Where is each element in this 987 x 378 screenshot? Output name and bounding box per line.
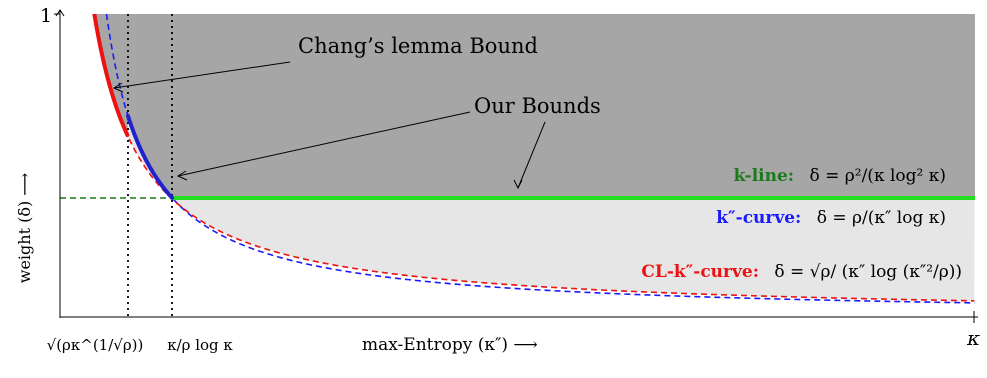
cl-k2-curve-label: CL-k″-curve: δ = √ρ/ (κ″ log (κ″²/ρ))	[641, 262, 962, 282]
k-line-name: k-line:	[734, 166, 795, 186]
k2-curve-name: k″-curve:	[716, 208, 801, 228]
x-tick-1-label: √(ρκ^(1/√ρ))	[47, 336, 144, 354]
chang-lemma-bound-label: Chang’s lemma Bound	[298, 34, 538, 58]
k-line-formula: δ = ρ²/(κ log² κ)	[809, 166, 946, 186]
our-bounds-curve	[126, 113, 174, 200]
k2-curve	[105, 14, 975, 304]
cl-k2-curve-formula: δ = √ρ/ (κ″ log (κ″²/ρ))	[774, 262, 962, 282]
cl-k2-curve	[93, 14, 975, 302]
y-top-label: 1	[40, 5, 52, 27]
k2-curve-formula: δ = ρ/(κ″ log κ)	[817, 208, 946, 228]
k2-curve-label: k″-curve: δ = ρ/(κ″ log κ)	[716, 208, 946, 228]
x-tick-2-label: κ/ρ log κ	[167, 336, 233, 354]
y-axis-label: weight (δ) ⟶	[15, 173, 34, 284]
our-bounds-label: Our Bounds	[474, 94, 601, 118]
x-axis-label: max-Entropy (κ″) ⟶	[362, 335, 538, 355]
k-line-label: k-line: δ = ρ²/(κ log² κ)	[734, 166, 946, 186]
x-right-label: κ	[966, 326, 980, 350]
cl-k2-curve-name: CL-k″-curve:	[641, 262, 759, 282]
ours-arrow-2	[513, 121, 546, 190]
region-dark	[94, 14, 975, 198]
ours-arrow-1	[176, 111, 471, 181]
chang-arrow	[112, 61, 291, 93]
chang-lemma-bound-curve	[92, 14, 130, 137]
